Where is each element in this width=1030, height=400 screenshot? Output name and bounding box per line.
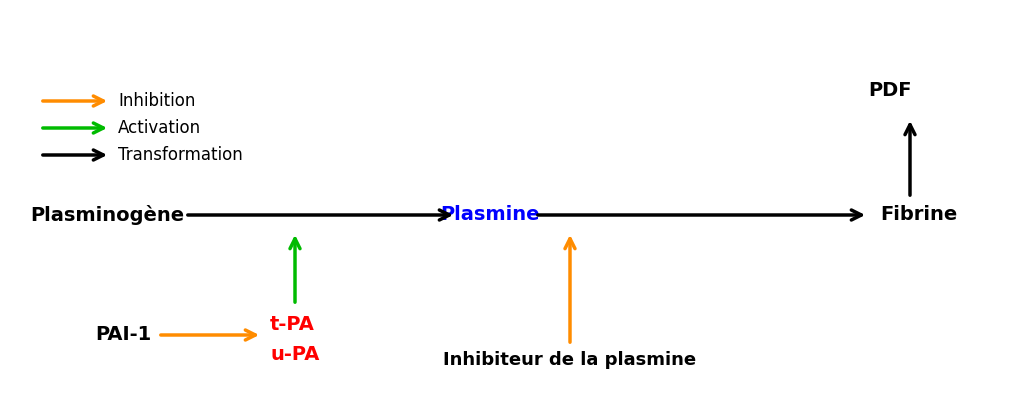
Text: Plasminogène: Plasminogène bbox=[30, 205, 184, 225]
Text: Inhibition: Inhibition bbox=[118, 92, 196, 110]
Text: PDF: PDF bbox=[868, 80, 912, 100]
Text: Fibrine: Fibrine bbox=[880, 206, 957, 224]
Text: Transformation: Transformation bbox=[118, 146, 243, 164]
Text: Activation: Activation bbox=[118, 119, 201, 137]
Text: Inhibiteur de la plasmine: Inhibiteur de la plasmine bbox=[444, 351, 696, 369]
Text: u-PA: u-PA bbox=[270, 346, 319, 364]
Text: t-PA: t-PA bbox=[270, 316, 315, 334]
Text: Plasmine: Plasmine bbox=[440, 206, 540, 224]
Text: PAI-1: PAI-1 bbox=[95, 326, 151, 344]
